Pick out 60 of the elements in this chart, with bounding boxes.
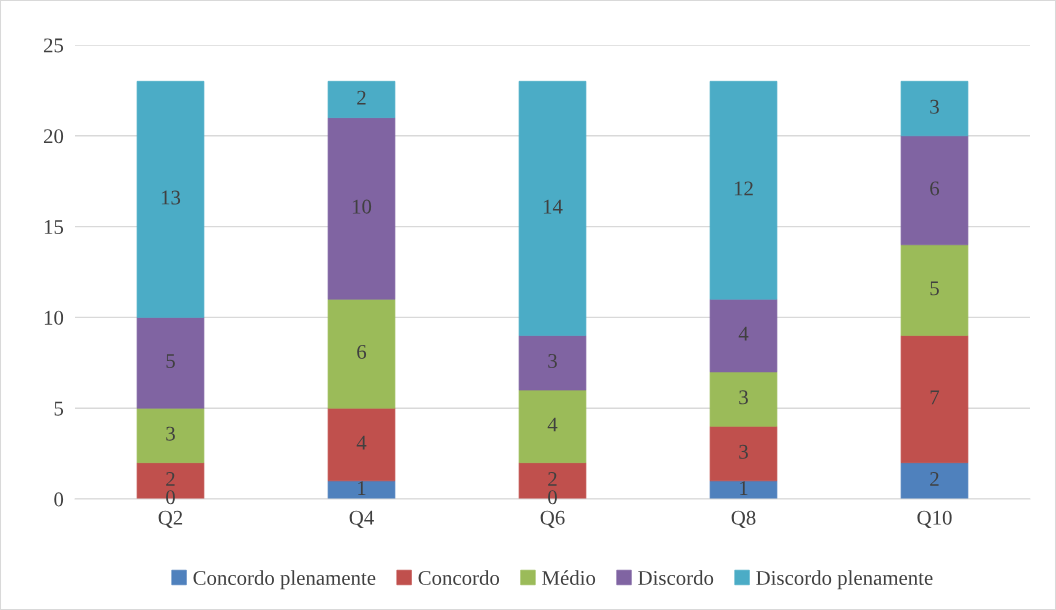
data-label: 3 [739, 390, 748, 405]
data-label: 5 [930, 281, 939, 296]
bar [136, 407, 205, 464]
bar [900, 335, 969, 464]
data-label: 4 [738, 326, 749, 341]
bar [900, 462, 969, 499]
data-label: 5 [166, 354, 175, 369]
y-tick-label: 25 [43, 38, 64, 53]
x-tick-label: Q2 [158, 510, 183, 528]
legend-label: Discordo [638, 570, 714, 585]
data-label: 4 [547, 417, 558, 432]
bar [900, 80, 969, 137]
data-label: 3 [930, 99, 939, 114]
data-label: 12 [734, 181, 753, 196]
data-label: 2 [548, 472, 557, 486]
bar [709, 426, 778, 482]
legend-label: Concordo [418, 570, 500, 585]
y-tick-label: 15 [44, 220, 64, 235]
bar [518, 80, 587, 336]
bar [518, 389, 587, 464]
bar [709, 480, 778, 499]
bar [136, 317, 205, 409]
x-tick-label: Q4 [349, 510, 374, 528]
legend-label: Médio [542, 570, 596, 585]
data-label: 7 [930, 390, 940, 405]
data-label: 2 [930, 472, 939, 486]
data-label: 6 [357, 344, 367, 359]
x-tick-label: Q8 [731, 510, 756, 528]
data-label: 6 [930, 181, 940, 196]
bar [709, 371, 778, 427]
bar [709, 80, 778, 300]
data-label: 2 [166, 472, 175, 486]
bar [327, 298, 396, 409]
bar [900, 244, 969, 336]
data-label: 2 [357, 90, 366, 105]
data-label: 13 [161, 190, 181, 205]
y-tick-label: 10 [44, 310, 64, 325]
x-tick-label: Q10 [917, 510, 952, 528]
data-label: 3 [166, 426, 175, 441]
bar [327, 480, 396, 499]
data-label: 10 [352, 199, 372, 214]
legend-label: Concordo plenamente [193, 570, 376, 590]
legend-label: Discordo plenamente [756, 570, 933, 590]
y-tick-label: 5 [54, 401, 64, 416]
bar [518, 335, 587, 391]
data-label: 14 [543, 199, 563, 214]
data-label: 1 [358, 481, 366, 495]
bar [709, 298, 778, 373]
data-label: 3 [548, 354, 557, 369]
bar [900, 135, 969, 246]
y-tick-label: 20 [43, 129, 64, 144]
bar [327, 407, 396, 482]
y-tick-label: 0 [54, 492, 64, 507]
data-label: 3 [739, 444, 748, 459]
bar [327, 117, 396, 300]
bar [136, 80, 205, 318]
x-tick-label: Q6 [540, 510, 565, 528]
data-label: 4 [356, 435, 367, 450]
bar [327, 80, 396, 118]
data-label: 1 [740, 481, 748, 495]
